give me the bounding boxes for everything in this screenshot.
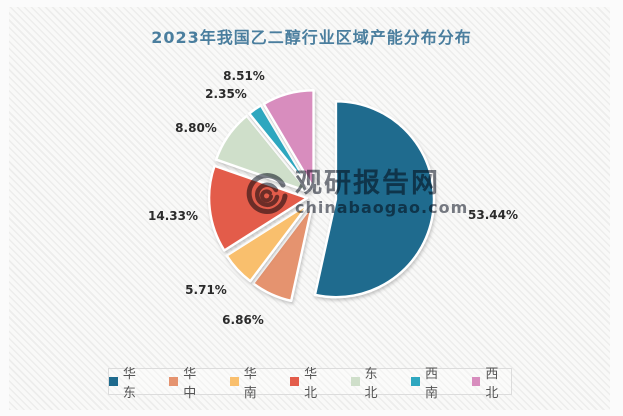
pie-slice-东北[interactable]: [214, 114, 310, 194]
legend-item-华中[interactable]: 华中: [169, 363, 208, 401]
legend-item-华南[interactable]: 华南: [229, 363, 269, 401]
legend-label: 西北: [485, 366, 499, 401]
legend-swatch-icon: [350, 377, 360, 386]
pie-slice-西南[interactable]: [247, 104, 313, 191]
pie-slice-西北[interactable]: [262, 89, 315, 190]
legend-item-西北[interactable]: 西北: [471, 363, 511, 401]
legend-swatch-icon: [471, 377, 481, 386]
legend-label: 华南: [243, 366, 257, 401]
legend-swatch-icon: [290, 377, 300, 386]
pie-slice-华东[interactable]: [313, 99, 436, 299]
legend-label: 华中: [183, 366, 197, 401]
chart-title: 2023年我国乙二醇行业区域产能分布分布: [151, 28, 472, 47]
pie-label-西南: 2.35%: [205, 87, 247, 101]
legend-swatch-icon: [169, 377, 179, 386]
pie-slice-华南[interactable]: [225, 201, 311, 283]
legend-item-东北[interactable]: 东北: [350, 363, 390, 401]
pie-slice-华中[interactable]: [251, 203, 314, 303]
legend-label: 西南: [424, 366, 438, 401]
pie-label-华南: 5.71%: [185, 283, 227, 297]
legend-item-西南[interactable]: 西南: [411, 363, 450, 401]
legend: 华东 华中 华南 华北 东北 西南 西北: [108, 367, 512, 401]
pie-label-华北: 14.33%: [148, 209, 198, 223]
legend-swatch-icon: [229, 377, 239, 386]
pie-label-华中: 6.86%: [222, 313, 264, 327]
pie-label-东北: 8.80%: [175, 121, 217, 135]
legend-label: 东北: [364, 366, 378, 401]
legend-swatch-icon: [411, 377, 420, 386]
legend-label: 华北: [304, 366, 318, 401]
legend-label: 华东: [122, 366, 136, 401]
legend-item-华东[interactable]: 华东: [109, 363, 148, 401]
legend-swatch-icon: [109, 377, 118, 386]
pie-label-西北: 8.51%: [223, 69, 265, 83]
legend-item-华北[interactable]: 华北: [290, 363, 329, 401]
pie-label-华东: 53.44%: [468, 208, 518, 222]
